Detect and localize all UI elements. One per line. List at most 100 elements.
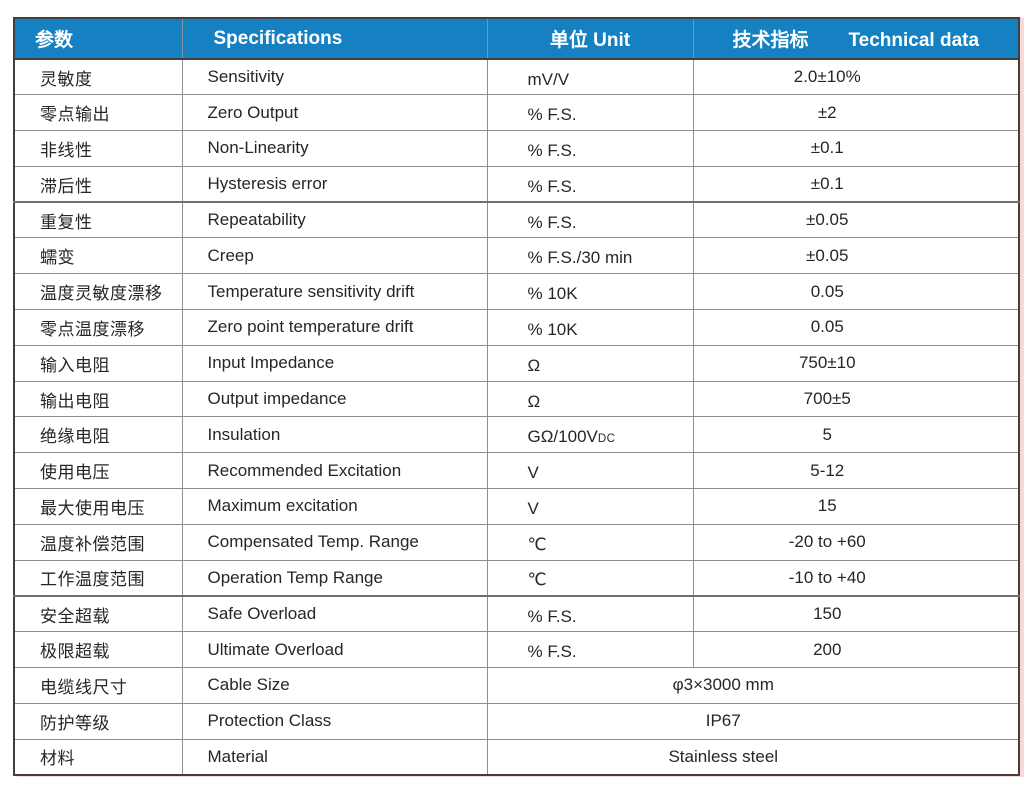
unit-cell: % F.S. [486, 631, 694, 669]
value-cell: 5-12 [692, 452, 1020, 490]
table-row: 零点温度漂移 Zero point temperature drift% 10K 0… [13, 309, 1020, 346]
table-row: 材料 Material Stainless steel [13, 738, 1020, 776]
unit-cell: % F.S. [486, 595, 694, 633]
param-cell: 零点输出 [13, 94, 183, 132]
unit-cell: % 10K [486, 273, 694, 311]
spec-cell: Safe Overload [181, 595, 488, 633]
header-row: 参数 Specifications 单位 Unit 技术指标 Technical … [13, 17, 1020, 60]
value-cell: ±0.05 [692, 237, 1020, 275]
spec-table-body: 灵敏度 Sensitivity mV/V 2.0±10% 零点输出 Zero Output… [13, 58, 1020, 776]
table-row: 温度补偿范围 Compensated Temp. Range ℃ -20 to +60 [13, 523, 1020, 561]
value-cell: ±0.1 [692, 130, 1020, 167]
param-cell: 工作温度范围 [13, 559, 183, 597]
unit-cell: V [486, 488, 694, 525]
table-row: 蠕变 Creep% F.S./30 min ±0.05 [13, 237, 1020, 275]
spec-cell: Hysteresis error [181, 165, 488, 204]
spec-cell: Insulation [181, 416, 488, 454]
table-row: 安全超载 Safe Overload% F.S. 150 [13, 595, 1020, 633]
value-cell: 2.0±10% [692, 58, 1020, 96]
param-cell: 温度灵敏度漂移 [13, 273, 183, 311]
header-param: 参数 [13, 17, 183, 60]
param-cell: 极限超载 [13, 631, 183, 669]
spec-cell: Sensitivity [181, 58, 488, 96]
spec-cell: Creep [181, 237, 488, 275]
value-cell: ±0.05 [692, 201, 1020, 239]
header-tech-label-zh: 技术指标 [732, 30, 809, 51]
spec-cell: Protection Class [181, 702, 488, 740]
unit-cell: % F.S. [486, 94, 694, 132]
table-row: 电缆线尺寸 Cable Size φ3×3000 mm [13, 667, 1020, 704]
spec-sheet: 参数 Specifications 单位 Unit 技术指标 Technical … [13, 17, 1020, 776]
param-cell: 防护等级 [13, 702, 183, 740]
table-row: 滞后性 Hysteresis error% F.S. ±0.1 [13, 165, 1020, 204]
unit-cell: mV/V [486, 58, 694, 96]
param-cell: 滞后性 [13, 165, 183, 204]
param-cell: 安全超载 [13, 595, 183, 633]
spec-cell: Output impedance [181, 380, 488, 418]
table-row: 最大使用电压 Maximum excitation V 15 [13, 488, 1020, 525]
spec-cell: Recommended Excitation [181, 452, 488, 490]
unit-cell: ℃ [486, 523, 694, 561]
table-row: 温度灵敏度漂移 Temperature sensitivity drift% 10… [13, 273, 1020, 311]
table-row: 灵敏度 Sensitivity mV/V 2.0±10% [13, 58, 1020, 96]
unit-cell: % 10K [486, 309, 694, 346]
spec-table: 参数 Specifications 单位 Unit 技术指标 Technical … [13, 17, 1020, 776]
table-row: 防护等级 Protection Class IP67 [13, 702, 1020, 740]
unit-cell: % F.S. [486, 201, 694, 239]
table-row: 重复性 Repeatability% F.S. ±0.05 [13, 201, 1020, 239]
spec-cell: Material [181, 738, 488, 776]
table-row: 使用电压 Recommended Excitation V 5-12 [13, 452, 1020, 490]
spec-cell: Cable Size [181, 667, 488, 704]
spec-cell: Zero Output [181, 94, 488, 132]
header-specifications: Specifications [181, 17, 488, 60]
param-cell: 输出电阻 [13, 380, 183, 418]
value-cell: 5 [692, 416, 1020, 454]
param-cell: 非线性 [13, 130, 183, 167]
table-row: 输入电阻 Input Impedance Ω 750±10 [13, 344, 1020, 382]
spec-cell: Ultimate Overload [181, 631, 488, 669]
value-cell: 150 [692, 595, 1020, 633]
param-cell: 最大使用电压 [13, 488, 183, 525]
spec-cell: Compensated Temp. Range [181, 523, 488, 561]
value-cell: -20 to +60 [692, 523, 1020, 561]
header-unit: 单位 Unit [486, 17, 694, 60]
value-cell: 200 [692, 631, 1020, 669]
param-cell: 灵敏度 [13, 58, 183, 96]
param-cell: 蠕变 [13, 237, 183, 275]
unit-cell: GΩ/100VDC [486, 416, 694, 454]
param-cell: 电缆线尺寸 [13, 667, 183, 704]
spec-cell: Temperature sensitivity drift [181, 273, 488, 311]
spec-cell: Input Impedance [181, 344, 488, 382]
table-row: 零点输出 Zero Output% F.S. ±2 [13, 94, 1020, 132]
unit-cell: V [486, 452, 694, 490]
param-cell: 绝缘电阻 [13, 416, 183, 454]
spec-cell: Non-Linearity [181, 130, 488, 167]
spec-cell: Operation Temp Range [181, 559, 488, 597]
unit-cell: ℃ [486, 559, 694, 597]
param-cell: 使用电压 [13, 452, 183, 490]
spec-cell: Zero point temperature drift [181, 309, 488, 346]
param-cell: 零点温度漂移 [13, 309, 183, 346]
table-row: 非线性 Non-Linearity% F.S. ±0.1 [13, 130, 1020, 167]
param-cell: 温度补偿范围 [13, 523, 183, 561]
value-cell: ±0.1 [692, 165, 1020, 204]
header-technical-data: 技术指标 Technical data [692, 17, 1020, 60]
value-cell: ±2 [692, 94, 1020, 132]
param-cell: 重复性 [13, 201, 183, 239]
merged-value-cell: Stainless steel [486, 738, 1020, 776]
value-cell: 15 [692, 488, 1020, 525]
table-row: 输出电阻 Output impedance Ω 700±5 [13, 380, 1020, 418]
param-cell: 输入电阻 [13, 344, 183, 382]
unit-cell: % F.S. [486, 165, 694, 204]
table-row: 工作温度范围 Operation Temp Range ℃ -10 to +40 [13, 559, 1020, 597]
unit-small-suffix: DC [597, 433, 616, 446]
value-cell: -10 to +40 [692, 559, 1020, 597]
value-cell: 750±10 [692, 344, 1020, 382]
table-row: 绝缘电阻 Insulation GΩ/100VDC 5 [13, 416, 1020, 454]
value-cell: 0.05 [692, 309, 1020, 346]
header-tech-label-en: Technical data [848, 30, 980, 51]
table-row: 极限超载 Ultimate Overload% F.S. 200 [13, 631, 1020, 669]
unit-cell: % F.S. [486, 130, 694, 167]
value-cell: 0.05 [692, 273, 1020, 311]
